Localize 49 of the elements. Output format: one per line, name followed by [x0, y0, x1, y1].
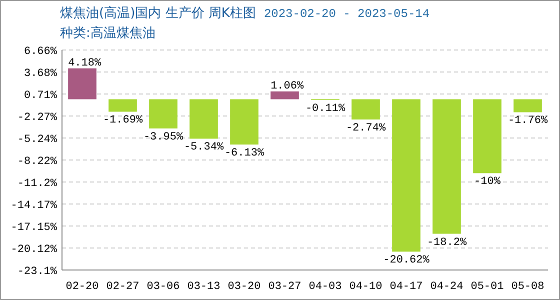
x-tick-label: 03-20: [228, 281, 261, 293]
x-tick-label: 02-27: [106, 281, 140, 293]
data-label: -0.11%: [305, 103, 346, 116]
y-tick-label: -17.15%: [10, 222, 58, 234]
y-tick-label: -11.2%: [17, 178, 58, 190]
data-label: -1.76%: [508, 115, 548, 128]
y-tick-label: 3.68%: [24, 68, 58, 80]
x-tick-label: 03-27: [268, 281, 302, 293]
x-tick-label: 04-24: [430, 281, 464, 293]
x-tick-label: 04-10: [349, 281, 382, 293]
bar: [270, 91, 299, 100]
x-tick-label: 02-20: [66, 281, 99, 293]
bar: [190, 99, 218, 139]
bar: [514, 99, 542, 112]
bar: [230, 99, 258, 145]
x-tick-label: 03-13: [187, 281, 220, 293]
x-tick-label: 04-03: [308, 281, 342, 293]
y-tick-label: -14.17%: [10, 200, 58, 212]
bar: [473, 99, 502, 174]
y-tick-label: -2.27%: [17, 112, 58, 124]
bar: [432, 99, 461, 234]
data-label: -2.74%: [346, 122, 386, 134]
data-label: -1.69%: [102, 114, 143, 127]
data-label: -6.13%: [224, 148, 264, 160]
x-tick-label: 05-08: [511, 281, 544, 293]
chart-title: 煤焦油(高温)国内 生产价 周K柱图: [60, 5, 256, 21]
y-tick-label: 0.71%: [24, 90, 58, 102]
bar: [392, 99, 420, 252]
x-tick-label: 04-17: [390, 281, 423, 293]
text: 2023-02-20 - 2023-05-14: [264, 7, 430, 21]
data-label: 1.06%: [270, 80, 304, 92]
x-tick-label: 03-06: [146, 281, 180, 293]
data-label: -5.34%: [184, 142, 224, 154]
bar: [68, 68, 96, 100]
data-label: 4.18%: [68, 57, 102, 70]
y-tick-label: 6.66%: [24, 46, 58, 58]
data-label: -20.62%: [383, 254, 430, 267]
y-tick-label: -20.12%: [10, 244, 58, 256]
chart-subtitle: 种类:高温煤焦油: [60, 25, 156, 41]
y-tick-label: -5.24%: [17, 134, 58, 146]
bar: [149, 99, 178, 128]
y-tick-label: -8.22%: [17, 156, 58, 168]
data-label: -3.95%: [143, 131, 184, 144]
y-tick-label: -23.1%: [17, 266, 58, 278]
bar: [352, 99, 380, 120]
x-tick-label: 05-01: [470, 281, 504, 293]
bar: [108, 99, 137, 112]
data-label: -18.2%: [426, 236, 467, 249]
data-label: -10%: [474, 176, 501, 188]
